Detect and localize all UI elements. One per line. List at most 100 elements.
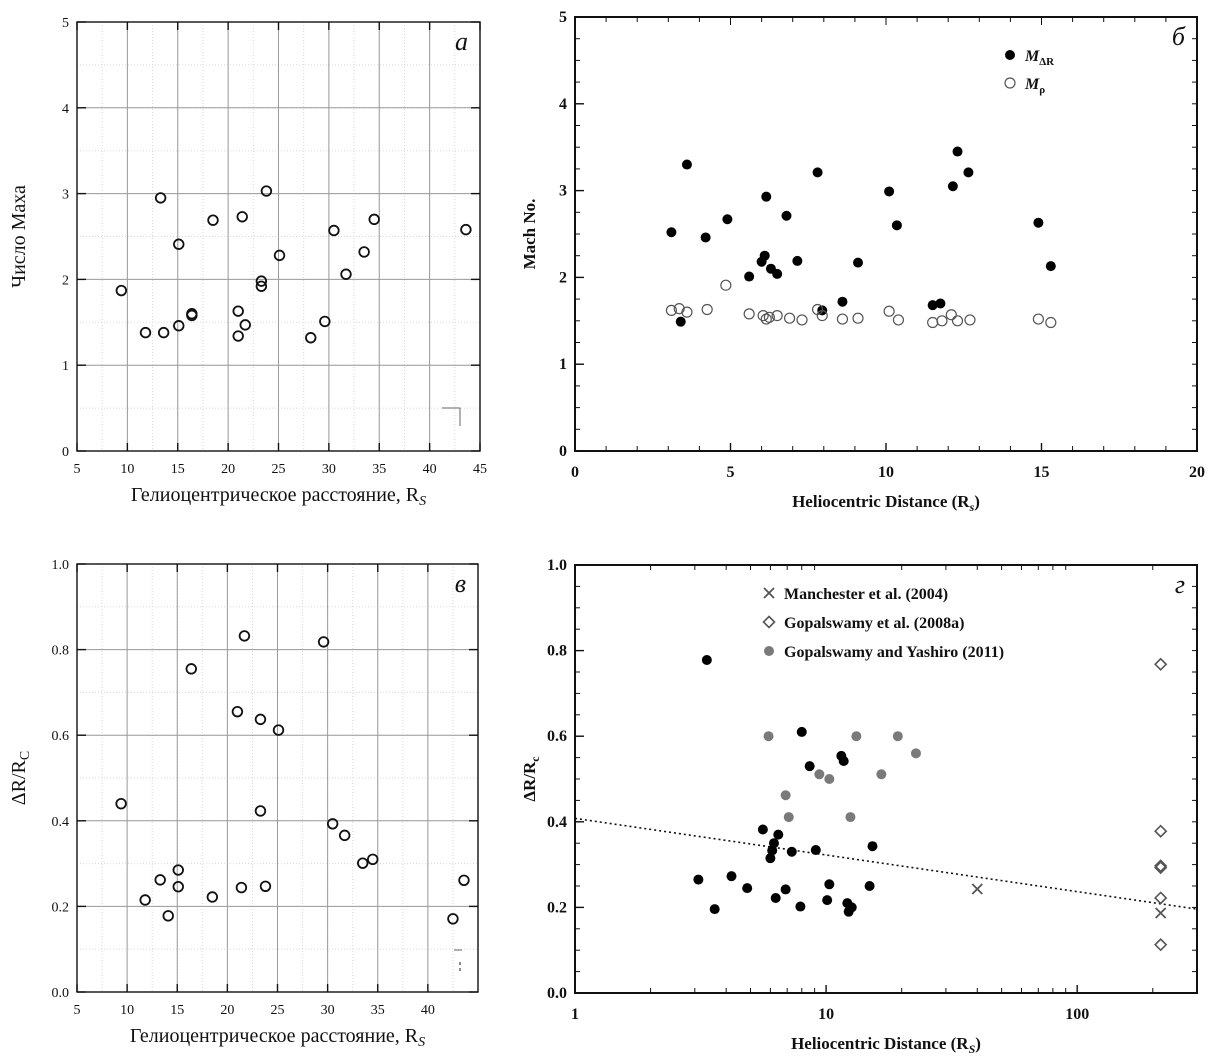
legend-label: Mρ bbox=[1024, 76, 1045, 96]
data-point bbox=[876, 769, 887, 780]
y-tick-label: 0.0 bbox=[547, 985, 567, 1002]
x-tick-label: 40 bbox=[421, 1003, 435, 1018]
y-tick-label: 1.0 bbox=[547, 557, 567, 574]
data-point bbox=[675, 316, 686, 327]
y-tick-label: 0.6 bbox=[547, 728, 567, 745]
y-tick-label: 0.2 bbox=[52, 900, 70, 915]
panel-letter: б bbox=[1172, 22, 1186, 51]
data-point bbox=[1154, 657, 1168, 671]
x-tick-label: 15 bbox=[171, 462, 185, 477]
data-point bbox=[1154, 891, 1168, 905]
data-point bbox=[458, 874, 470, 886]
data-point bbox=[783, 812, 794, 823]
data-point bbox=[1154, 938, 1168, 952]
data-point bbox=[770, 892, 781, 903]
data-point bbox=[154, 192, 167, 204]
trend-line bbox=[574, 817, 1198, 910]
data-point bbox=[884, 186, 895, 197]
x-axis-title-end: ) bbox=[975, 1034, 981, 1053]
data-point bbox=[259, 880, 272, 892]
artifact-corner-mark bbox=[442, 407, 461, 426]
grid-lines bbox=[76, 563, 479, 993]
data-point bbox=[726, 871, 737, 882]
data-point bbox=[744, 271, 755, 282]
x-axis-title-main: Гелиоцентрическое расстояние, R bbox=[130, 1025, 419, 1047]
x-ticks: 0 5 10 15 20 bbox=[571, 443, 1205, 481]
legend-label: Manchester et al. (2004) bbox=[784, 586, 948, 603]
legend: Manchester et al. (2004) Gopalswamy et al… bbox=[762, 586, 1004, 661]
minor-ticks bbox=[574, 16, 1198, 452]
data-point bbox=[260, 185, 273, 197]
legend-label-main: Gopalswamy et al. (2008a) bbox=[784, 615, 964, 632]
x-axis-title-main: Гелиоцентрическое расстояние, R bbox=[131, 484, 420, 506]
data-point bbox=[236, 211, 248, 223]
data-point bbox=[239, 319, 251, 331]
y-tick-label: 0 bbox=[559, 443, 567, 460]
data-point bbox=[255, 275, 268, 287]
data-point bbox=[254, 805, 267, 817]
data-point bbox=[910, 748, 921, 759]
legend-label-main: Gopalswamy and Yashiro (2011) bbox=[784, 644, 1004, 661]
y-axis-title-main: Mach No. bbox=[520, 199, 539, 270]
data-point bbox=[720, 279, 732, 291]
y-ticks: 0 1 2 3 4 5 bbox=[559, 9, 584, 460]
grid-lines bbox=[76, 21, 481, 452]
y-tick-label: 2 bbox=[559, 269, 567, 286]
data-point bbox=[786, 846, 797, 857]
data-point bbox=[232, 305, 244, 317]
x-tick-label: 20 bbox=[1189, 464, 1205, 481]
data-point bbox=[838, 756, 849, 767]
x-tick-label: 45 bbox=[473, 462, 487, 477]
data-point bbox=[207, 214, 219, 226]
legend-marker bbox=[763, 587, 775, 599]
data-point bbox=[780, 884, 791, 895]
data-point bbox=[927, 300, 938, 311]
panel-a-mach-number-russian: 5 10 15 20 25 30 35 40 45012345Гелиоцентрическое… bbox=[8, 16, 487, 509]
data-point bbox=[852, 312, 864, 324]
data-point bbox=[864, 881, 875, 891]
x-tick-label: 40 bbox=[423, 462, 437, 477]
data-point bbox=[773, 829, 784, 840]
x-axis-title-sub: s bbox=[969, 500, 975, 514]
x-axis-title: Гелиоцентрическое расстояние, RS bbox=[131, 484, 426, 509]
data-point bbox=[238, 630, 251, 642]
x-tick-label: 30 bbox=[322, 462, 336, 477]
y-tick-label: 0.4 bbox=[547, 814, 567, 831]
data-point bbox=[804, 761, 815, 772]
x-tick-label: 5 bbox=[727, 464, 735, 481]
data-point bbox=[1154, 859, 1168, 873]
data-point bbox=[763, 311, 775, 323]
panel-letter: г bbox=[1175, 570, 1185, 599]
legend-marker bbox=[1004, 77, 1016, 89]
data-point bbox=[340, 268, 352, 280]
data-point bbox=[254, 713, 267, 726]
data-point bbox=[305, 332, 317, 344]
x-tick-label: 100 bbox=[1065, 1006, 1089, 1023]
data-point bbox=[1154, 824, 1168, 838]
data-point bbox=[851, 731, 862, 742]
x-ticks: 1 10 100 bbox=[571, 985, 1089, 1023]
data-point bbox=[722, 214, 733, 225]
panel-letter: а bbox=[455, 27, 468, 56]
data-point bbox=[824, 879, 835, 890]
x-tick-label: 35 bbox=[372, 462, 386, 477]
y-tick-label: 0.8 bbox=[52, 644, 70, 659]
data-point bbox=[154, 874, 166, 886]
y-ticks: 0.0 0.2 0.4 0.6 0.8 1.0 bbox=[547, 557, 584, 1002]
data-point bbox=[757, 824, 768, 835]
data-point bbox=[319, 315, 331, 328]
data-point bbox=[157, 326, 170, 339]
y-tick-label: 1 bbox=[559, 356, 567, 373]
data-point bbox=[837, 296, 848, 307]
data-point bbox=[1045, 316, 1057, 329]
data-point bbox=[810, 845, 821, 856]
data-point bbox=[795, 901, 806, 912]
y-axis-title: ΔR/Rc bbox=[520, 756, 542, 802]
data-point bbox=[273, 249, 286, 262]
data-point bbox=[963, 167, 974, 178]
x-tick-label: 25 bbox=[271, 1003, 285, 1018]
y-axis-title-sub: c bbox=[528, 756, 542, 762]
y-axis-title: Число Маха bbox=[8, 185, 30, 288]
data-point bbox=[742, 883, 753, 894]
